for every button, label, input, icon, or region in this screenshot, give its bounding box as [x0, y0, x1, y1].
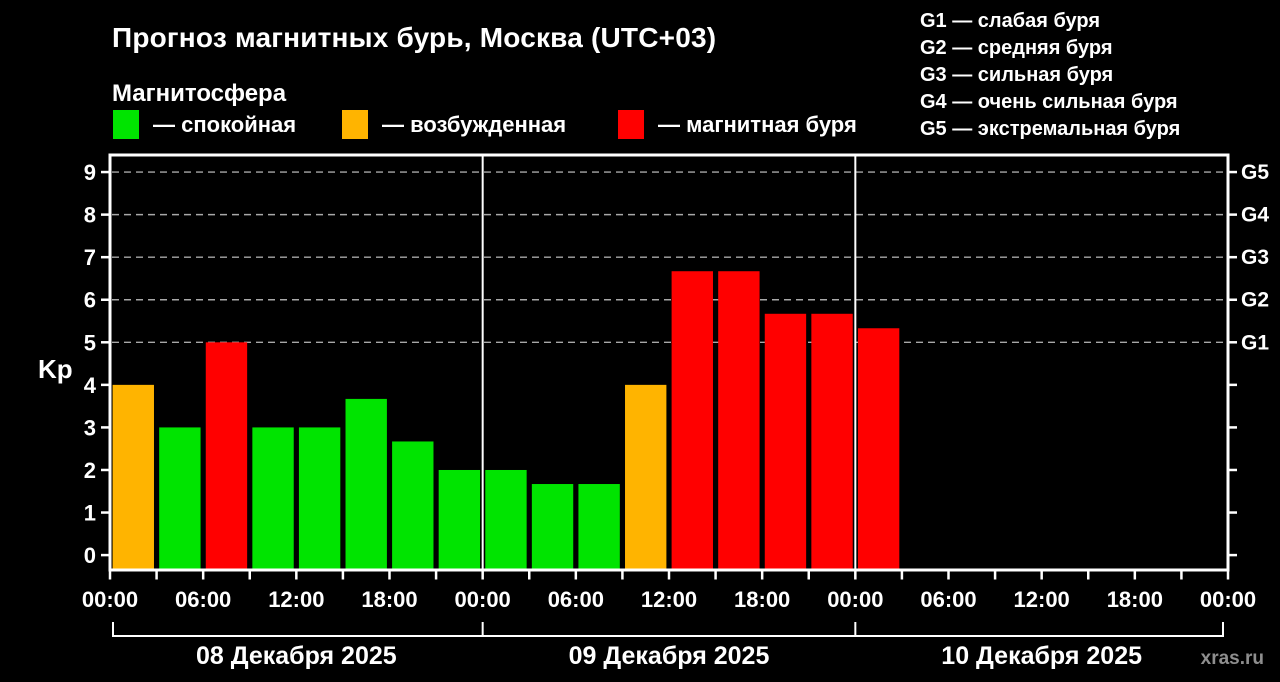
legend-item-storm: — магнитная буря — [618, 110, 857, 139]
storm-level-g2: G2 — средняя буря — [920, 37, 1113, 59]
x-tick-label: 18:00 — [1107, 587, 1163, 612]
storm-level-g3: G3 — сильная буря — [920, 64, 1114, 86]
y-tick-label: 0 — [84, 543, 96, 568]
y-tick-label: 1 — [84, 501, 96, 526]
storm-scale-legend: G1 — слабая буря G2 — средняя буря G3 — си… — [920, 8, 1180, 143]
x-tick-label: 18:00 — [734, 587, 790, 612]
g-scale-label-g2: G2 — [1241, 289, 1269, 312]
x-tick-label: 00:00 — [82, 587, 138, 612]
y-tick-label: 6 — [84, 288, 96, 313]
excited-color-swatch — [342, 110, 368, 139]
y-tick-label: 5 — [84, 330, 96, 355]
day-dividers — [481, 155, 857, 570]
y-tick-label: 8 — [84, 203, 96, 228]
storm-color-swatch — [618, 110, 644, 139]
legend-item-excited: — возбужденная — [342, 110, 566, 139]
kp-bar-day1-slot6 — [345, 398, 387, 569]
y-tick-label: 2 — [84, 458, 96, 483]
kp-bar-day2-slot4 — [625, 384, 667, 569]
g-scale-label-g3: G3 — [1241, 246, 1269, 269]
kp-bar-day1-slot1 — [112, 384, 154, 569]
x-tick-label: 12:00 — [1014, 587, 1070, 612]
g-scale-axis: G1 G2 G3 G4 G5 — [1241, 161, 1269, 354]
kp-bar-day1-slot5 — [298, 427, 341, 569]
storm-level-g5: G5 — экстремальная буря — [920, 118, 1181, 140]
magnetosphere-legend: — спокойная — возбужденная — магнитная бур… — [0, 110, 1280, 144]
legend-item-label: — спокойная — [153, 111, 297, 137]
kp-bar-day1-slot3 — [205, 342, 248, 569]
date-label-day2: 09 Декабря 2025 — [569, 642, 770, 670]
date-label-day3: 10 Декабря 2025 — [941, 642, 1142, 670]
kp-bar-day2-slot1 — [485, 469, 527, 569]
x-tick-label: 06:00 — [548, 587, 604, 612]
y-tick-label: 3 — [84, 415, 96, 440]
y-tick-label: 4 — [84, 373, 97, 398]
kp-bar-day2-slot5 — [671, 271, 713, 569]
g-scale-label-g4: G4 — [1241, 204, 1269, 227]
kp-bars — [112, 271, 900, 569]
x-tick-label: 12:00 — [641, 587, 697, 612]
storm-level-g1: G1 — слабая буря — [920, 10, 1101, 32]
kp-bar-day1-slot4 — [252, 427, 294, 569]
kp-bar-day1-slot2 — [159, 427, 201, 569]
y-axis-title: Kp — [38, 354, 73, 384]
magnetosphere-label: Магнитосфера — [112, 80, 287, 107]
page-title: Прогноз магнитных бурь, Москва (UTC+03) — [112, 22, 717, 53]
date-label-day1: 08 Декабря 2025 — [196, 642, 397, 670]
quiet-color-swatch — [113, 110, 139, 139]
x-tick-label: 06:00 — [920, 587, 976, 612]
gridlines — [112, 171, 1226, 343]
date-bracket: 08 Декабря 2025 09 Декабря 2025 10 Декабря… — [112, 622, 1224, 670]
kp-bar-day2-slot6 — [718, 271, 760, 569]
y-tick-label: 7 — [84, 245, 96, 270]
y-axis: 0 1 2 3 4 5 6 7 8 9 — [84, 160, 1237, 568]
legend-item-quiet: — спокойная — [113, 110, 296, 139]
kp-bar-day1-slot7 — [392, 441, 434, 569]
kp-bar-day2-slot2 — [531, 484, 574, 569]
x-tick-label: 06:00 — [175, 587, 231, 612]
legend-item-label: — возбужденная — [382, 111, 567, 137]
kp-bar-day2-slot8 — [811, 313, 853, 569]
x-tick-label: 12:00 — [268, 587, 324, 612]
x-axis: 00:00 06:00 12:00 18:00 00:00 06:00 12:00 18:00… — [82, 570, 1256, 612]
x-tick-label: 18:00 — [361, 587, 417, 612]
g-scale-label-g1: G1 — [1241, 331, 1269, 354]
kp-bar-day3-slot1 — [857, 328, 900, 569]
legend-item-label: — магнитная буря — [658, 111, 857, 137]
storm-level-g4: G4 — очень сильная буря — [920, 91, 1178, 113]
watermark: xras.ru — [1200, 648, 1264, 669]
x-tick-label: 00:00 — [1200, 587, 1256, 612]
kp-bar-day2-slot7 — [764, 313, 807, 569]
kp-bar-day1-slot8 — [438, 469, 481, 569]
x-tick-label: 00:00 — [455, 587, 511, 612]
g-scale-label-g5: G5 — [1241, 161, 1269, 184]
x-tick-label: 00:00 — [827, 587, 883, 612]
kp-bar-day2-slot3 — [578, 484, 620, 569]
y-tick-label: 9 — [84, 160, 96, 185]
